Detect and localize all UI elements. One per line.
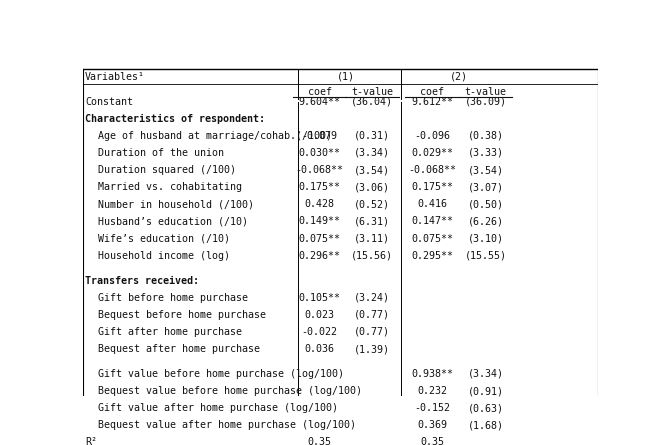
Text: Bequest value after home purchase (log/100): Bequest value after home purchase (log/1… (98, 421, 356, 430)
Text: Gift value before home purchase (log/100): Gift value before home purchase (log/100… (98, 369, 344, 379)
Text: Constant: Constant (85, 97, 133, 106)
Text: (3.24): (3.24) (354, 293, 390, 303)
Text: 0.036: 0.036 (305, 344, 335, 354)
Text: (36.04): (36.04) (351, 97, 393, 106)
Text: (3.33): (3.33) (467, 148, 503, 158)
Text: 0.232: 0.232 (417, 386, 447, 396)
Text: 0.175**: 0.175** (411, 182, 453, 192)
Text: (1.68): (1.68) (467, 421, 503, 430)
Text: (0.38): (0.38) (467, 131, 503, 141)
Text: (1.39): (1.39) (354, 344, 390, 354)
Text: Duration of the union: Duration of the union (98, 148, 224, 158)
Text: (3.06): (3.06) (354, 182, 390, 192)
Text: 0.149**: 0.149** (299, 216, 341, 227)
Text: R²: R² (85, 437, 97, 445)
Text: 0.369: 0.369 (417, 421, 447, 430)
Text: 0.938**: 0.938** (411, 369, 453, 379)
Text: Duration squared (/100): Duration squared (/100) (98, 165, 236, 175)
Text: Gift before home purchase: Gift before home purchase (98, 293, 248, 303)
Text: Household income (log): Household income (log) (98, 251, 230, 261)
Text: 0.023: 0.023 (305, 310, 335, 320)
Text: 9.604**: 9.604** (299, 97, 341, 106)
Text: (1): (1) (337, 72, 355, 81)
Text: (0.91): (0.91) (467, 386, 503, 396)
Text: Wife’s education (/10): Wife’s education (/10) (98, 234, 230, 243)
Text: (3.54): (3.54) (354, 165, 390, 175)
Text: Gift after home purchase: Gift after home purchase (98, 327, 242, 337)
Text: 0.147**: 0.147** (411, 216, 453, 227)
Text: -0.022: -0.022 (301, 327, 338, 337)
Text: -0.152: -0.152 (414, 403, 450, 413)
Text: 0.105**: 0.105** (299, 293, 341, 303)
Text: 0.416: 0.416 (417, 199, 447, 209)
Text: Married vs. cohabitating: Married vs. cohabitating (98, 182, 242, 192)
Text: 0.35: 0.35 (307, 437, 332, 445)
Text: Age of husband at marriage/cohab.(/100): Age of husband at marriage/cohab.(/100) (98, 131, 332, 141)
Text: 0.075**: 0.075** (299, 234, 341, 243)
Text: Bequest value before home purchase (log/100): Bequest value before home purchase (log/… (98, 386, 362, 396)
Text: Variables¹: Variables¹ (85, 72, 145, 81)
Text: Transfers received:: Transfers received: (85, 275, 199, 286)
Text: (6.31): (6.31) (354, 216, 390, 227)
Text: (3.07): (3.07) (467, 182, 503, 192)
Text: Husband’s education (/10): Husband’s education (/10) (98, 216, 248, 227)
Text: -0.079: -0.079 (301, 131, 338, 141)
Text: 0.029**: 0.029** (411, 148, 453, 158)
Text: (2): (2) (450, 72, 467, 81)
Text: (0.77): (0.77) (354, 310, 390, 320)
Text: 0.35: 0.35 (420, 437, 444, 445)
Text: (3.54): (3.54) (467, 165, 503, 175)
Text: t-value: t-value (351, 86, 393, 97)
Text: coef: coef (307, 86, 332, 97)
Text: (0.77): (0.77) (354, 327, 390, 337)
Text: (0.50): (0.50) (467, 199, 503, 209)
Text: Number in household (/100): Number in household (/100) (98, 199, 254, 209)
Text: (15.56): (15.56) (351, 251, 393, 261)
Text: 0.030**: 0.030** (299, 148, 341, 158)
Text: 0.296**: 0.296** (299, 251, 341, 261)
Text: t-value: t-value (464, 86, 507, 97)
Text: (3.11): (3.11) (354, 234, 390, 243)
Text: 9.612**: 9.612** (411, 97, 453, 106)
Text: (15.55): (15.55) (464, 251, 507, 261)
Text: -0.068**: -0.068** (295, 165, 344, 175)
Text: -0.096: -0.096 (414, 131, 450, 141)
Text: Gift value after home purchase (log/100): Gift value after home purchase (log/100) (98, 403, 338, 413)
Text: (3.34): (3.34) (354, 148, 390, 158)
Text: Characteristics of respondent:: Characteristics of respondent: (85, 113, 265, 124)
Text: (0.31): (0.31) (354, 131, 390, 141)
Text: Bequest before home purchase: Bequest before home purchase (98, 310, 266, 320)
Text: (0.52): (0.52) (354, 199, 390, 209)
Text: (3.34): (3.34) (467, 369, 503, 379)
Text: 0.175**: 0.175** (299, 182, 341, 192)
Text: coef: coef (420, 86, 444, 97)
Text: (6.26): (6.26) (467, 216, 503, 227)
Text: (36.09): (36.09) (464, 97, 507, 106)
Text: 0.428: 0.428 (305, 199, 335, 209)
Text: Bequest after home purchase: Bequest after home purchase (98, 344, 260, 354)
Text: (0.63): (0.63) (467, 403, 503, 413)
Text: 0.075**: 0.075** (411, 234, 453, 243)
Text: (3.10): (3.10) (467, 234, 503, 243)
Text: 0.295**: 0.295** (411, 251, 453, 261)
Text: -0.068**: -0.068** (408, 165, 456, 175)
